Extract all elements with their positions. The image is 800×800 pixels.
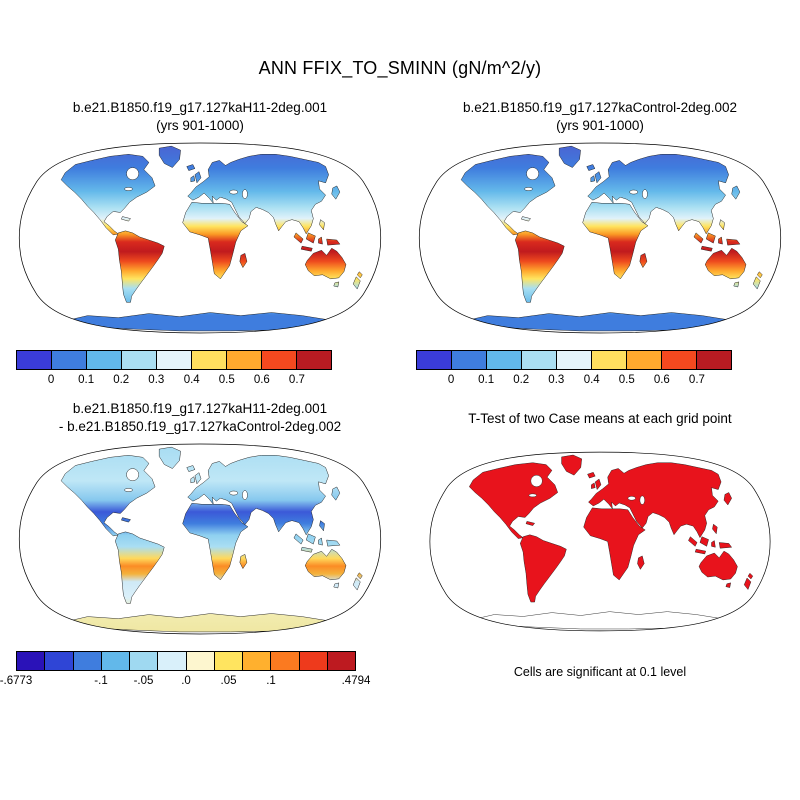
- colorbar-cell: [271, 652, 300, 670]
- colorbar-cell: [73, 652, 102, 670]
- panel-case2-title: b.e21.B1850.f19_g17.127kaControl-2deg.00…: [463, 99, 737, 137]
- colorbar-cell: [130, 652, 159, 670]
- panel-case1-title: b.e21.B1850.f19_g17.127kaH11-2deg.001 (y…: [73, 99, 327, 137]
- colorbar-cell: [17, 351, 52, 369]
- panel-case1: b.e21.B1850.f19_g17.127kaH11-2deg.001 (y…: [4, 99, 396, 388]
- colorbar-cell: [299, 652, 328, 670]
- colorbar-cell: [487, 351, 522, 369]
- panel-diff-title-line2: - b.e21.B1850.f19_g17.127kaControl-2deg.…: [58, 419, 342, 435]
- panel-diff: b.e21.B1850.f19_g17.127kaH11-2deg.001 - …: [0, 400, 396, 689]
- colorbar-cell: [52, 351, 87, 369]
- colorbar-cell: [214, 652, 243, 670]
- colorbar-cell: [158, 652, 187, 670]
- colorbar-cell: [697, 351, 731, 369]
- colorbar-cell: [192, 351, 227, 369]
- colorbar-tick: .1: [266, 675, 276, 687]
- colorbar-tick: 0.7: [688, 374, 705, 386]
- colorbar-tick: 0.3: [148, 374, 165, 386]
- colorbar-cells: [416, 350, 732, 370]
- colorbar-tick: 0.6: [653, 374, 670, 386]
- colorbar-cell: [157, 351, 192, 369]
- colorbar-tick: 0.4: [183, 374, 200, 386]
- colorbar-case1: 0 0.1 0.2 0.3 0.4 0.5 0.6 0.7: [16, 350, 332, 388]
- colorbar-cell: [327, 652, 355, 670]
- map-ttest: [429, 451, 771, 632]
- colorbar-tick: 0.2: [113, 374, 130, 386]
- panel-case1-title-line1: b.e21.B1850.f19_g17.127kaH11-2deg.001: [72, 100, 328, 115]
- map-case2: [418, 142, 782, 334]
- panel-case1-title-line2: (yrs 901-1000): [156, 118, 244, 134]
- panel-case2-title-line2: (yrs 901-1000): [556, 118, 644, 134]
- colorbar-tick: 0.2: [513, 374, 530, 386]
- colorbar-diff: -.6773 -.1 -.05 .0 .05 .1 .4794: [0, 651, 370, 689]
- colorbar-cell: [243, 652, 272, 670]
- colorbar-tick: 0: [47, 374, 55, 386]
- panel-ttest-title: T-Test of two Case means at each grid po…: [468, 400, 731, 438]
- colorbar-cell: [45, 652, 74, 670]
- colorbar-cell: [101, 652, 130, 670]
- colorbar-cell: [557, 351, 592, 369]
- colorbar-cell: [522, 351, 557, 369]
- colorbar-tick: 0.6: [253, 374, 270, 386]
- colorbar-tick: .05: [220, 675, 237, 687]
- colorbar-cell: [262, 351, 297, 369]
- panel-grid: b.e21.B1850.f19_g17.127kaH11-2deg.001 (y…: [0, 99, 800, 689]
- panel-diff-title-line1: b.e21.B1850.f19_g17.127kaH11-2deg.001: [72, 401, 328, 416]
- colorbar-cell: [452, 351, 487, 369]
- colorbar-tick: 0.7: [288, 374, 305, 386]
- colorbar-tick: .4794: [341, 675, 371, 687]
- colorbar-cells: [16, 350, 332, 370]
- colorbar-tick: -.05: [133, 675, 154, 687]
- colorbar-tick: 0.1: [478, 374, 495, 386]
- map-case1: [18, 142, 382, 334]
- colorbar-tick-labels: 0 0.1 0.2 0.3 0.4 0.5 0.6 0.7: [416, 370, 732, 388]
- panel-case2: b.e21.B1850.f19_g17.127kaControl-2deg.00…: [404, 99, 796, 388]
- colorbar-tick-labels: 0 0.1 0.2 0.3 0.4 0.5 0.6 0.7: [16, 370, 332, 388]
- colorbar-tick: 0.4: [583, 374, 600, 386]
- colorbar-cell: [227, 351, 262, 369]
- panel-ttest-title-line1: T-Test of two Case means at each grid po…: [468, 410, 732, 426]
- colorbar-tick: .0: [181, 675, 191, 687]
- panel-diff-title: b.e21.B1850.f19_g17.127kaH11-2deg.001 - …: [59, 400, 341, 438]
- colorbar-case2: 0 0.1 0.2 0.3 0.4 0.5 0.6 0.7: [416, 350, 732, 388]
- colorbar-cell: [627, 351, 662, 369]
- colorbar-cell: [592, 351, 627, 369]
- colorbar-cell: [17, 652, 46, 670]
- colorbar-cell: [122, 351, 157, 369]
- colorbar-tick: 0.1: [78, 374, 95, 386]
- panel-ttest: T-Test of two Case means at each grid po…: [404, 400, 796, 689]
- colorbar-cell: [662, 351, 697, 369]
- colorbar-cell: [417, 351, 452, 369]
- colorbar-tick: -.1: [94, 675, 108, 687]
- colorbar-tick: 0.5: [618, 374, 635, 386]
- colorbar-cell: [297, 351, 331, 369]
- figure-title: ANN FFIX_TO_SMINN (gN/m^2/y): [258, 58, 542, 78]
- colorbar-cells: [16, 651, 356, 671]
- colorbar-tick: 0.3: [548, 374, 565, 386]
- colorbar-tick: 0: [447, 374, 455, 386]
- map-diff: [18, 443, 382, 635]
- colorbar-cell: [87, 351, 122, 369]
- panel-case2-title-line1: b.e21.B1850.f19_g17.127kaControl-2deg.00…: [463, 100, 737, 115]
- colorbar-tick: 0.5: [218, 374, 235, 386]
- significance-caption: Cells are significant at 0.1 level: [513, 665, 687, 679]
- colorbar-tick: -.6773: [0, 675, 33, 687]
- colorbar-cell: [186, 652, 215, 670]
- colorbar-tick-labels: -.6773 -.1 -.05 .0 .05 .1 .4794: [0, 671, 370, 689]
